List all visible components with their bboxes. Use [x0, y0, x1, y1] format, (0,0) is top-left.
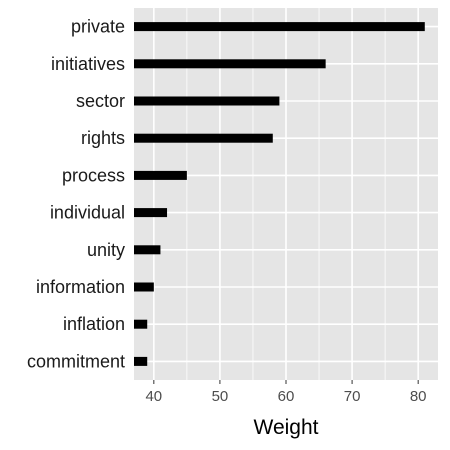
bar-commitment [134, 356, 148, 366]
category-label-process: process [62, 165, 125, 185]
bar-private [134, 22, 425, 32]
x-tick-labels: 40 50 60 70 80 [145, 380, 427, 405]
bar-individual [134, 208, 168, 218]
bar-initiatives [134, 59, 326, 69]
category-label-private: private [71, 17, 125, 37]
x-tick-label-70: 70 [344, 388, 361, 405]
bar-information [134, 282, 154, 292]
category-label-unity: unity [87, 240, 125, 260]
category-label-sector: sector [76, 91, 125, 111]
category-label-rights: rights [81, 128, 125, 148]
x-tick-label-80: 80 [410, 388, 427, 405]
bar-unity [134, 245, 161, 255]
bars [134, 22, 425, 366]
x-tick-label-40: 40 [145, 388, 162, 405]
category-label-inflation: inflation [63, 314, 125, 334]
x-axis-title: Weight [254, 416, 319, 439]
bar-process [134, 170, 187, 180]
x-tick-label-60: 60 [278, 388, 295, 405]
category-label-individual: individual [50, 203, 125, 223]
bar-inflation [134, 319, 148, 329]
category-label-information: information [36, 277, 125, 297]
x-tick-label-50: 50 [212, 388, 229, 405]
bar-sector [134, 96, 280, 106]
category-label-initiatives: initiatives [51, 54, 125, 74]
category-labels: private initiatives sector rights process ind… [27, 17, 125, 372]
category-label-commitment: commitment [27, 351, 125, 371]
bar-rights [134, 133, 273, 143]
